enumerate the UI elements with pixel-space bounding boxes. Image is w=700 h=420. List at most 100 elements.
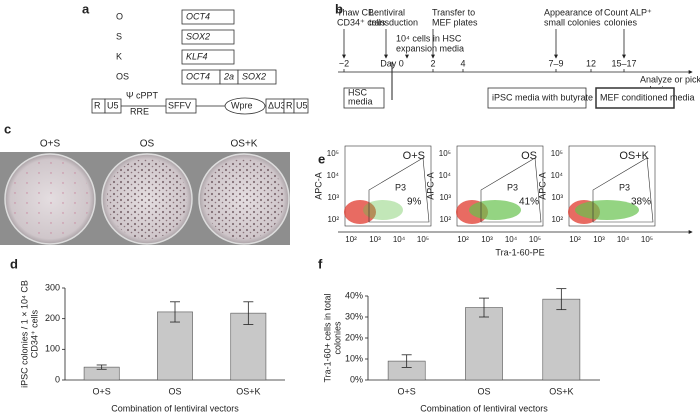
timeline-event: colonies xyxy=(604,17,638,27)
timeline-tick-label: 12 xyxy=(586,58,596,68)
y-tick-label: 300 xyxy=(45,282,60,292)
gate-percent: 38% xyxy=(631,197,651,208)
x-axis-label: Combination of lentiviral vectors xyxy=(111,403,239,413)
y-axis-label: CD34⁺ cells xyxy=(29,309,39,358)
x-tick-label: OS+K xyxy=(549,386,573,396)
timeline-event: Count ALP⁺ xyxy=(604,7,652,17)
flow-y-tick-label: 10⁴ xyxy=(327,171,340,180)
flow-y-label: APC-A xyxy=(313,172,323,200)
timeline-event: 10⁴ cells in HSC xyxy=(396,33,462,43)
p3-gate xyxy=(592,157,654,223)
media-box xyxy=(595,87,675,109)
flow-y-tick-label: 10⁵ xyxy=(327,149,339,158)
gene-name: OCT4 xyxy=(186,11,210,21)
y-axis-label: colonies xyxy=(332,321,342,355)
media-label: HSC xyxy=(348,87,368,97)
positive-population xyxy=(575,200,639,220)
gate-label: P3 xyxy=(395,182,406,192)
media-label: media xyxy=(348,96,373,106)
flow-y-tick-label: 10⁴ xyxy=(551,171,564,180)
flow-y-tick-label: 10³ xyxy=(327,193,339,202)
y-tick-label: 20% xyxy=(345,332,363,342)
x-tick-label: O+S xyxy=(93,386,111,396)
colonies xyxy=(204,159,284,239)
gene-box xyxy=(181,49,235,65)
backbone-label: Wpre xyxy=(231,100,253,110)
flow-x-tick-label: 10⁵ xyxy=(529,235,541,244)
backbone-box xyxy=(165,98,197,114)
flow-y-tick-label: 10² xyxy=(551,215,563,224)
timeline-event: Transfer to xyxy=(432,7,475,17)
y-tick-label: 100 xyxy=(45,344,60,354)
wpre-element xyxy=(224,97,266,115)
p3-gate xyxy=(480,157,542,223)
x-tick-label: OS xyxy=(168,386,181,396)
media-label: iPSC media with butyrate xyxy=(492,92,593,102)
y-axis-label: Tra-1-60+ cells in total xyxy=(322,294,332,383)
flow-sample-name: OS+K xyxy=(619,150,649,162)
timeline-tick-label: 2 xyxy=(430,58,435,68)
panel-label: c xyxy=(4,121,11,136)
timeline-event: small colonies xyxy=(544,17,601,27)
positive-population xyxy=(363,200,403,220)
y-tick-label: 200 xyxy=(45,313,60,323)
flow-y-tick-label: 10⁴ xyxy=(439,171,452,180)
plate-label: OS+K xyxy=(231,139,258,150)
y-tick-label: 40% xyxy=(345,290,363,300)
backbone-label: ΔU3 xyxy=(268,100,286,110)
x-tick-label: O+S xyxy=(398,386,416,396)
vector-name: O xyxy=(116,11,123,21)
backbone-label: R xyxy=(94,100,101,110)
y-tick-label: 0% xyxy=(350,374,363,384)
timeline-tick-label: −2 xyxy=(339,58,349,68)
flow-x-tick-label: 10³ xyxy=(369,235,381,244)
flow-sample-name: O+S xyxy=(403,150,425,162)
media-box xyxy=(487,87,587,109)
flow-y-label: APC-A xyxy=(425,172,435,200)
error-bar xyxy=(401,354,412,368)
gene-name: SOX2 xyxy=(242,71,266,81)
timeline-event: expansion media xyxy=(396,43,464,53)
flow-x-tick-label: 10⁴ xyxy=(505,235,518,244)
plate-label: O+S xyxy=(40,139,61,150)
error-bar xyxy=(243,301,254,325)
backbone-label: SFFV xyxy=(168,100,191,110)
y-tick-label: 30% xyxy=(345,311,363,321)
flow-x-tick-label: 10² xyxy=(345,235,357,244)
positive-population xyxy=(469,200,521,220)
gene-box xyxy=(181,9,235,25)
error-bar xyxy=(170,301,180,323)
negative-population xyxy=(344,200,376,224)
flow-x-tick-label: 10⁵ xyxy=(417,235,429,244)
timeline-event: Appearance of xyxy=(544,7,603,17)
x-axis-label: Combination of lentiviral vectors xyxy=(420,403,548,413)
flow-x-tick-label: 10⁵ xyxy=(641,235,653,244)
timeline-event: CD34⁺ cells xyxy=(337,17,386,27)
timeline-tick-label: 7–9 xyxy=(548,58,563,68)
bar xyxy=(157,311,193,381)
gene-name: OCT4 xyxy=(186,71,210,81)
gene-name: SOX2 xyxy=(186,31,210,41)
gene-box xyxy=(181,29,235,45)
flow-x-tick-label: 10⁴ xyxy=(617,235,630,244)
p3-gate xyxy=(368,157,430,223)
flow-y-tick-label: 10² xyxy=(439,215,451,224)
flow-x-tick-label: 10³ xyxy=(593,235,605,244)
flow-sample-name: OS xyxy=(521,150,537,162)
flow-y-tick-label: 10³ xyxy=(551,193,563,202)
flow-x-tick-label: 10² xyxy=(457,235,469,244)
backbone-label: U5 xyxy=(107,100,119,110)
panel-label: e xyxy=(318,151,325,166)
plate-label: OS xyxy=(140,139,155,150)
flow-y-tick-label: 10⁵ xyxy=(551,149,563,158)
flow-y-label: APC-A xyxy=(537,172,547,200)
timeline-tick-label: 15–17 xyxy=(611,58,636,68)
flow-x-tick-label: 10⁴ xyxy=(393,235,406,244)
panel-label: a xyxy=(82,1,90,16)
bar xyxy=(465,307,503,381)
flow-y-tick-label: 10⁵ xyxy=(439,149,451,158)
gate-percent: 41% xyxy=(519,197,539,208)
flow-x-label: Tra-1-60-PE xyxy=(495,247,544,257)
media-label: MEF conditioned media xyxy=(600,92,695,102)
